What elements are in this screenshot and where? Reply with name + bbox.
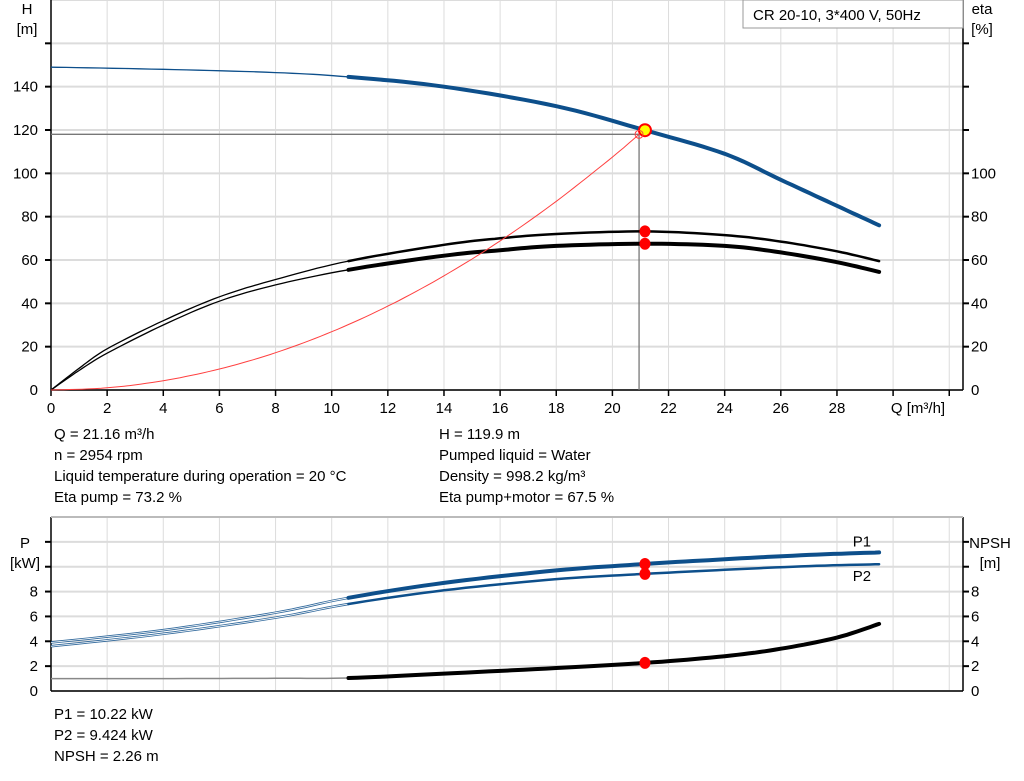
y-tick-label-left: 40 bbox=[21, 295, 38, 312]
y-axis-label-right: NPSH bbox=[969, 535, 1011, 552]
info-speed: n = 2954 rpm bbox=[54, 447, 143, 464]
y-tick-label-right: 4 bbox=[971, 633, 979, 650]
legend-box bbox=[742, 0, 964, 29]
y-axis-label-left: [kW] bbox=[10, 555, 40, 572]
y-tick-label-left: 4 bbox=[30, 633, 38, 650]
info-eta-pump: Eta pump = 73.2 % bbox=[54, 489, 182, 506]
x-tick-label: 20 bbox=[604, 400, 621, 417]
y-tick-label-left: 80 bbox=[21, 209, 38, 226]
y-axis-label-right: eta bbox=[972, 1, 994, 18]
y-axis-label-right: [%] bbox=[971, 21, 993, 38]
x-tick-label: 14 bbox=[436, 400, 453, 417]
x-tick-label: 16 bbox=[492, 400, 509, 417]
p1-curve-extension bbox=[50, 596, 349, 644]
y-tick-label-left: 60 bbox=[21, 252, 38, 269]
p1-curve-extension-inner bbox=[50, 597, 349, 643]
y-axis-label-right: [m] bbox=[980, 555, 1001, 572]
info-eta-total: Eta pump+motor = 67.5 % bbox=[439, 489, 615, 506]
info-top-right: H = 119.9 m Pumped liquid = Water Densit… bbox=[439, 424, 614, 508]
system-curve-end-marker bbox=[634, 129, 644, 139]
p2-duty-marker bbox=[639, 567, 651, 580]
y-tick-label-right: 0 bbox=[971, 382, 979, 399]
y-tick-label-left: 0 bbox=[30, 382, 38, 399]
h-curve-extension bbox=[50, 66, 349, 78]
y-tick-label-left: 2 bbox=[30, 658, 38, 675]
x-axis-label: Q [m³/h] bbox=[891, 400, 945, 417]
x-tick-label: 28 bbox=[829, 400, 846, 417]
eta-pump-curve-extension bbox=[50, 260, 349, 391]
h-curve bbox=[346, 74, 882, 228]
info-head: H = 119.9 m bbox=[439, 426, 521, 443]
x-tick-label: 18 bbox=[548, 400, 565, 417]
y-tick-label-right: 2 bbox=[971, 658, 979, 675]
info-liquid: Pumped liquid = Water bbox=[439, 447, 591, 464]
x-tick-label: 2 bbox=[103, 400, 111, 417]
system-curve bbox=[50, 133, 640, 391]
x-tick-label: 22 bbox=[660, 400, 677, 417]
info-top-left: Q = 21.16 m³/h n = 2954 rpm Liquid tempe… bbox=[54, 424, 346, 508]
y-tick-label-left: 100 bbox=[13, 165, 38, 182]
y-tick-label-left: 8 bbox=[30, 584, 38, 601]
x-tick-label: 10 bbox=[323, 400, 340, 417]
eta-pump-duty-marker bbox=[639, 225, 651, 238]
x-tick-label: 0 bbox=[47, 400, 55, 417]
y-tick-label-right: 20 bbox=[971, 339, 988, 356]
power-npsh-panel bbox=[45, 516, 969, 692]
p2-series-label: P2 bbox=[853, 568, 871, 585]
x-tick-label: 12 bbox=[379, 400, 396, 417]
info-p2: P2 = 9.424 kW bbox=[54, 727, 153, 744]
y-tick-label-right: 100 bbox=[971, 165, 996, 182]
x-tick-label: 4 bbox=[159, 400, 167, 417]
eta-total-curve-extension bbox=[50, 269, 349, 391]
info-flow: Q = 21.16 m³/h bbox=[54, 426, 155, 443]
x-tick-label: 8 bbox=[271, 400, 279, 417]
y-tick-label-left: 20 bbox=[21, 339, 38, 356]
y-tick-label-left: 0 bbox=[30, 683, 38, 700]
info-density: Density = 998.2 kg/m³ bbox=[439, 468, 586, 485]
y-tick-label-right: 40 bbox=[971, 295, 988, 312]
info-npsh: NPSH = 2.26 m bbox=[54, 748, 159, 765]
info-p1: P1 = 10.22 kW bbox=[54, 706, 153, 723]
x-tick-label: 6 bbox=[215, 400, 223, 417]
x-tick-label: 26 bbox=[772, 400, 789, 417]
npsh-curve-extension bbox=[51, 677, 349, 680]
npsh-curve bbox=[346, 621, 882, 680]
y-axis-label-left: [m] bbox=[17, 21, 38, 38]
eta-total-duty-marker bbox=[639, 237, 651, 250]
y-axis-label-left: P bbox=[20, 535, 30, 552]
y-tick-label-right: 60 bbox=[971, 252, 988, 269]
info-temperature: Liquid temperature during operation = 20… bbox=[54, 468, 347, 485]
y-axis-label-left: H bbox=[22, 1, 33, 18]
p1-series-label: P1 bbox=[853, 533, 871, 550]
x-tick-label: 24 bbox=[716, 400, 733, 417]
y-tick-label-right: 8 bbox=[971, 584, 979, 601]
p1-duty-marker bbox=[639, 557, 651, 570]
info-bottom: P1 = 10.22 kW P2 = 9.424 kW NPSH = 2.26 … bbox=[54, 704, 159, 767]
chart-title: CR 20-10, 3*400 V, 50Hz bbox=[753, 7, 921, 24]
y-tick-label-left: 140 bbox=[13, 79, 38, 96]
p2-curve-extension-inner bbox=[50, 603, 349, 647]
y-tick-label-left: 120 bbox=[13, 122, 38, 139]
head-efficiency-panel bbox=[45, 0, 969, 396]
npsh-duty-marker bbox=[639, 656, 651, 669]
y-tick-label-left: 6 bbox=[30, 608, 38, 625]
y-tick-label-right: 6 bbox=[971, 608, 979, 625]
y-tick-label-right: 0 bbox=[971, 683, 979, 700]
y-tick-label-right: 80 bbox=[971, 209, 988, 226]
